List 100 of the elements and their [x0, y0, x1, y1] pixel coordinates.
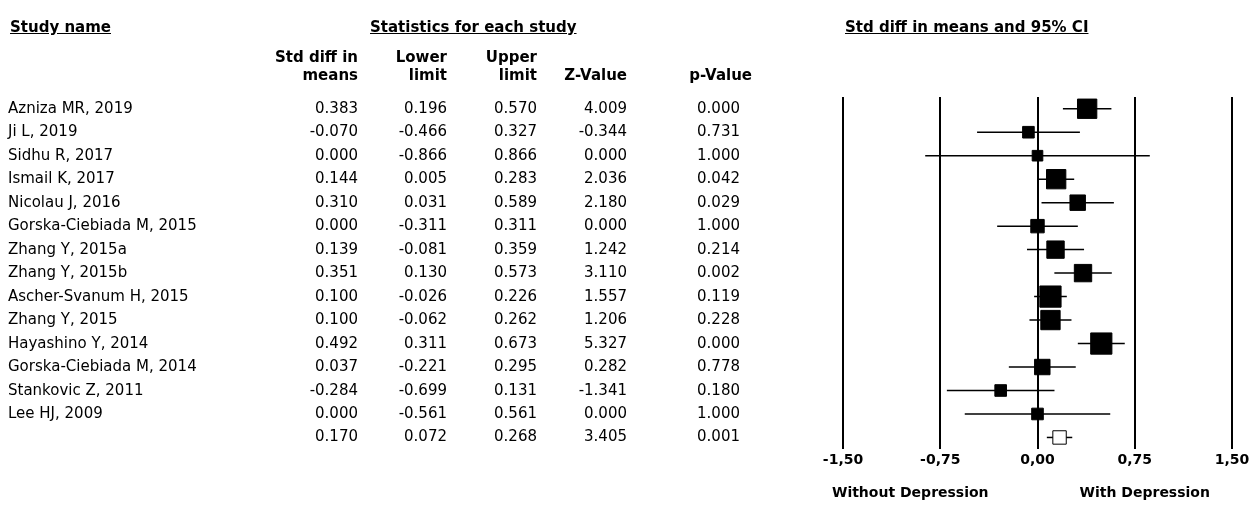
text: 0.310 [315, 192, 358, 211]
text: -0.070 [309, 122, 358, 141]
text: 0.866 [494, 145, 537, 164]
text: 1.206 [584, 310, 627, 329]
chart-title: Std diff in means and 95% CI [845, 18, 1089, 36]
text: 0.130 [404, 263, 447, 282]
category-label: Upper limit [484, 48, 537, 84]
text: 0.139 [315, 239, 358, 258]
text: 3.405 [584, 427, 627, 446]
text: 0.262 [494, 310, 537, 329]
text: -0.344 [578, 122, 627, 141]
text: -0.221 [398, 357, 447, 376]
text: 0.311 [494, 216, 537, 235]
category-label: Zhang Y, 2015b [8, 263, 128, 282]
text: -0.699 [398, 380, 447, 399]
text: 1.557 [584, 286, 627, 305]
text: 1.000 [697, 145, 740, 164]
text: 0.002 [697, 263, 740, 282]
text: -0.081 [398, 239, 447, 258]
text: 0.570 [494, 98, 537, 117]
text: 0.383 [315, 98, 358, 117]
text: 0.000 [584, 145, 627, 164]
text: 0.214 [697, 239, 740, 258]
text: -0.561 [398, 403, 447, 422]
text: Statistics for each study [370, 18, 577, 36]
text: 4.009 [584, 98, 627, 117]
text: 0.573 [494, 263, 537, 282]
text: 0.072 [404, 427, 447, 446]
text: 2.036 [584, 169, 627, 188]
text: 0.561 [494, 403, 537, 422]
text: 0.131 [494, 380, 537, 399]
text: 1.242 [584, 239, 627, 258]
text: 0.311 [404, 333, 447, 352]
text: -0.062 [398, 310, 447, 329]
text: 0.119 [697, 286, 740, 305]
text: -0.311 [398, 216, 447, 235]
text: 0.029 [697, 192, 740, 211]
category-label: Stankovic Z, 2011 [8, 380, 144, 399]
category-label: Lee HJ, 2009 [8, 403, 103, 422]
text: -0.026 [398, 286, 447, 305]
x-tick-label: 0,00 [1020, 451, 1056, 468]
category-label: Gorska-Ciebiada M, 2015 [8, 216, 197, 235]
text: 0.000 [315, 403, 358, 422]
x-tick-label: -0,75 [920, 451, 961, 468]
text: 0.000 [697, 98, 740, 117]
text: 0.005 [404, 169, 447, 188]
text: -0.866 [398, 145, 447, 164]
category-label: Zhang Y, 2015 [8, 310, 118, 329]
text: 0.000 [697, 333, 740, 352]
category-label: Ji L, 2019 [8, 122, 78, 141]
text: 0.589 [494, 192, 537, 211]
text: -0.466 [398, 122, 447, 141]
category-label: Zhang Y, 2015a [8, 239, 127, 258]
text: 0.283 [494, 169, 537, 188]
text: 0.268 [494, 427, 537, 446]
text: 0.226 [494, 286, 537, 305]
text: 0.731 [697, 122, 740, 141]
x-tick-label: 0,75 [1117, 451, 1153, 468]
text: 0.037 [315, 357, 358, 376]
text: 0.351 [315, 263, 358, 282]
x-tick-label: -1,50 [822, 451, 864, 468]
text: 0.180 [697, 380, 740, 399]
text: 0.144 [315, 169, 358, 188]
text: 0.228 [697, 310, 740, 329]
text: 0.778 [697, 357, 740, 376]
category-label: Ascher-Svanum H, 2015 [8, 286, 189, 305]
text: 0.196 [404, 98, 447, 117]
category-label: p-Value [688, 66, 752, 84]
text: -1.341 [578, 380, 627, 399]
text: 1.000 [697, 403, 740, 422]
text: 0.000 [315, 145, 358, 164]
text: 0.000 [315, 216, 358, 235]
category-label: Sidhu R, 2017 [8, 145, 114, 164]
category-label: Std diff in means [274, 48, 358, 84]
category-label: Nicolau J, 2016 [8, 192, 121, 211]
text: 0.282 [584, 357, 627, 376]
text: 0.042 [697, 169, 740, 188]
text: 0.295 [494, 357, 537, 376]
text: 5.327 [584, 333, 627, 352]
text: -0.284 [309, 380, 358, 399]
text: 0.327 [494, 122, 537, 141]
category-label: Gorska-Ciebiada M, 2014 [8, 357, 197, 376]
text: Study name [10, 18, 111, 36]
text: 0.100 [315, 286, 358, 305]
text: With Depression [1079, 484, 1210, 501]
category-label: Lower limit [394, 48, 447, 84]
text: 0.031 [404, 192, 447, 211]
text: 0.170 [315, 427, 358, 446]
text: 0.100 [315, 310, 358, 329]
text: 0.492 [315, 333, 358, 352]
text: 2.180 [584, 192, 627, 211]
text: 0.673 [494, 333, 537, 352]
text: 0.359 [494, 239, 537, 258]
text: 1.000 [697, 216, 740, 235]
text: 0.001 [697, 427, 740, 446]
category-label: Z-Value [563, 66, 627, 84]
category-label: Hayashino Y, 2014 [8, 333, 149, 352]
category-label: Azniza MR, 2019 [8, 98, 133, 117]
text: 3.110 [584, 263, 627, 282]
text: Without Depression [831, 484, 989, 501]
